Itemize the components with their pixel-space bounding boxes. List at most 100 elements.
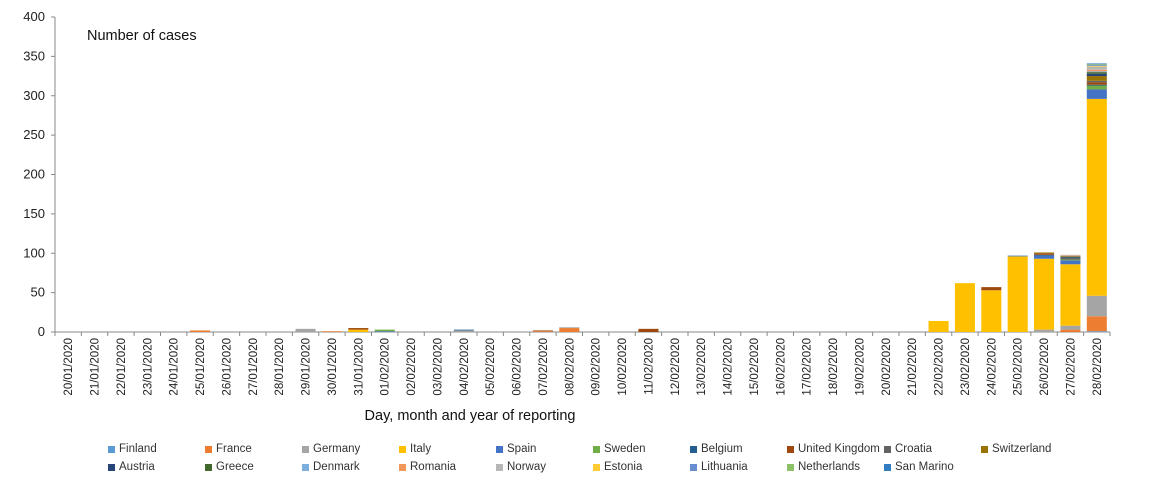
bar-segment-norway <box>1086 66 1107 70</box>
x-tick-label: 08/02/2020 <box>564 338 576 396</box>
bar-segment-germany <box>1086 295 1107 317</box>
x-tick-label: 19/02/2020 <box>854 338 866 396</box>
bar-segment-spain <box>374 331 395 332</box>
bar-segment-switzerland <box>1034 252 1055 254</box>
legend-label: Belgium <box>701 443 743 455</box>
x-tick-label: 02/02/2020 <box>406 338 418 396</box>
y-tick-label: 300 <box>23 88 45 103</box>
legend-swatch <box>399 445 406 453</box>
bar-segment-romania <box>1086 69 1107 72</box>
legend-swatch <box>496 445 503 453</box>
legend-item: France <box>205 443 302 455</box>
y-tick-label: 350 <box>23 48 45 63</box>
bar-segment-greece <box>1086 72 1107 74</box>
legend-item: Sweden <box>593 443 690 455</box>
legend-item: Italy <box>399 443 496 455</box>
legend-item: Finland <box>108 443 205 455</box>
bar-segment-italy <box>981 290 1002 332</box>
legend-swatch <box>302 445 309 453</box>
bar-segment-denmark <box>1086 71 1107 73</box>
bar-segment-finland <box>1086 331 1107 332</box>
legend-swatch <box>690 445 697 453</box>
bar-segment-austria <box>1060 257 1081 258</box>
legend-item: Denmark <box>302 461 399 473</box>
x-tick-label: 25/01/2020 <box>195 338 207 396</box>
x-tick-label: 23/02/2020 <box>960 338 972 396</box>
bar-segment-sweden <box>1086 85 1107 90</box>
x-tick-label: 11/02/2020 <box>643 338 655 395</box>
x-tick-label: 17/02/2020 <box>802 338 814 396</box>
y-tick-label: 200 <box>23 167 45 182</box>
legend-item: Lithuania <box>690 461 787 473</box>
legend-swatch <box>981 445 988 453</box>
legend-label: Austria <box>119 461 155 473</box>
legend-item: Estonia <box>593 461 690 473</box>
x-tick-label: 31/01/2020 <box>353 338 365 396</box>
legend-label: Estonia <box>604 461 643 473</box>
legend-label: Denmark <box>313 461 360 473</box>
bar-segment-lithuania <box>1086 65 1107 66</box>
legend-item: Austria <box>108 461 205 473</box>
legend-swatch <box>302 463 309 471</box>
legend-swatch <box>496 463 503 471</box>
y-tick-label: 50 <box>31 285 45 300</box>
x-tick-label: 05/02/2020 <box>485 338 497 396</box>
legend-swatch <box>593 463 600 471</box>
bar-segment-spain <box>1034 255 1055 259</box>
bar-segment-spain <box>1086 89 1107 99</box>
bar-segment-united-kingdom <box>981 287 1002 291</box>
bar-segment-spain <box>1007 255 1028 257</box>
y-tick-label: 250 <box>23 127 45 142</box>
bar-segment-france <box>1086 316 1107 332</box>
legend-item: Spain <box>496 443 593 455</box>
x-tick-label: 26/02/2020 <box>1039 338 1051 396</box>
bar-segment-belgium <box>453 329 474 331</box>
bar-segment-sweden <box>1060 259 1081 261</box>
chart-title: Number of cases <box>87 28 197 44</box>
y-tick-label: 100 <box>23 245 45 260</box>
x-tick-label: 04/02/2020 <box>459 338 471 396</box>
bar-segment-belgium <box>1086 84 1107 86</box>
bar-segment-netherlands <box>1086 64 1107 66</box>
bar-segment-norway <box>1060 254 1081 256</box>
bar-segment-germany <box>559 327 580 329</box>
legend-swatch <box>205 445 212 453</box>
bar-segment-france <box>321 331 342 332</box>
y-tick-label: 150 <box>23 206 45 221</box>
x-tick-label: 30/01/2020 <box>327 338 339 396</box>
legend-item: Germany <box>302 443 399 455</box>
legend-label: Switzerland <box>992 443 1052 455</box>
x-tick-label: 27/01/2020 <box>248 338 260 396</box>
x-tick-label: 26/01/2020 <box>221 338 233 396</box>
bar-segment-croatia <box>1060 257 1081 260</box>
legend-swatch <box>884 445 891 453</box>
legend-item: Romania <box>399 461 496 473</box>
bar-segment-italy <box>954 283 975 332</box>
y-tick-label: 0 <box>38 324 45 339</box>
bar-segment-san-marino <box>1086 63 1107 65</box>
bar-segment-germany <box>1034 329 1055 332</box>
x-tick-label: 28/01/2020 <box>274 338 286 396</box>
bar-segment-estonia <box>1086 65 1107 67</box>
x-tick-label: 07/02/2020 <box>538 338 550 396</box>
bar-segment-germany <box>453 330 474 332</box>
x-tick-label: 20/02/2020 <box>881 338 893 396</box>
legend-label: Spain <box>507 443 537 455</box>
x-tick-label: 27/02/2020 <box>1065 338 1077 396</box>
bar-segment-united-kingdom <box>1034 253 1055 255</box>
x-tick-label: 10/02/2020 <box>617 338 629 396</box>
legend-label: Lithuania <box>701 461 748 473</box>
bar-segment-austria <box>1086 73 1107 77</box>
x-tick-label: 06/02/2020 <box>512 338 524 396</box>
x-tick-label: 12/02/2020 <box>670 338 682 396</box>
legend-item: Greece <box>205 461 302 473</box>
y-tick-label: 400 <box>23 9 45 24</box>
legend-label: San Marino <box>895 461 954 473</box>
x-tick-label: 21/02/2020 <box>907 338 919 396</box>
legend-item: San Marino <box>884 461 981 473</box>
x-tick-label: 29/01/2020 <box>301 338 313 396</box>
legend-item: Netherlands <box>787 461 884 473</box>
legend-label: Netherlands <box>798 461 861 473</box>
bar-segment-united-kingdom <box>348 328 369 330</box>
